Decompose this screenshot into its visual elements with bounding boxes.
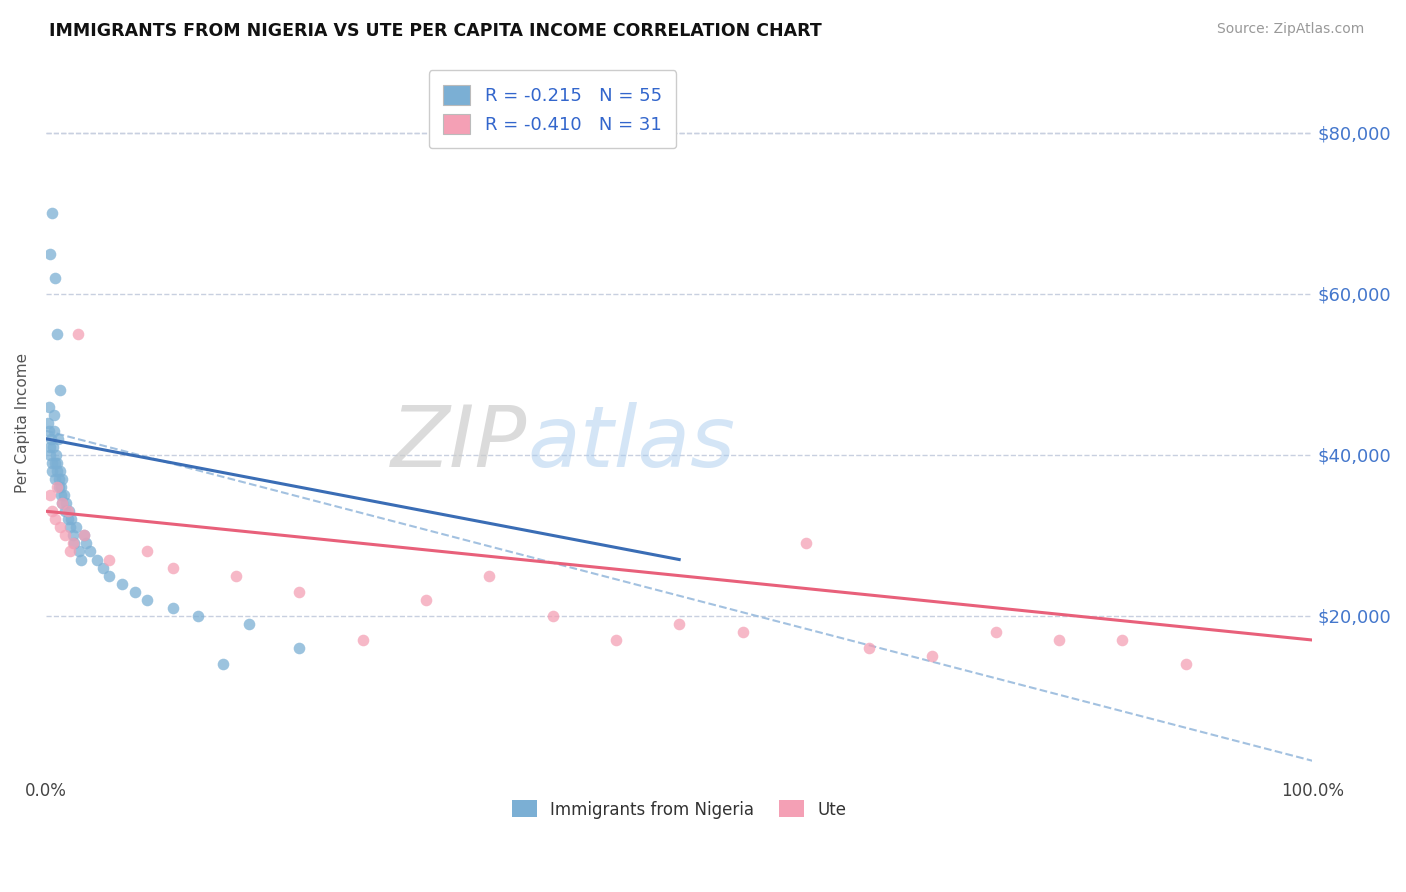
Point [187, 608, 209, 623]
Point [42, 440, 65, 454]
Point [44, 512, 66, 526]
Point [1047, 633, 1070, 648]
Point [73, 528, 96, 542]
Point [66, 327, 89, 342]
Point [415, 592, 437, 607]
Point [46, 432, 69, 446]
Point [91, 560, 114, 574]
Point [44, 270, 66, 285]
Text: atlas: atlas [527, 402, 735, 485]
Point [288, 584, 311, 599]
Point [41, 464, 63, 478]
Text: IMMIGRANTS FROM NIGERIA VS UTE PER CAPITA INCOME CORRELATION CHART: IMMIGRANTS FROM NIGERIA VS UTE PER CAPIT… [49, 22, 823, 40]
Point [38, 440, 60, 454]
Point [46, 480, 69, 494]
Point [49, 464, 72, 478]
Point [49, 488, 72, 502]
Point [53, 504, 76, 518]
Point [921, 649, 943, 664]
Point [56, 512, 79, 526]
Point [37, 416, 59, 430]
Point [212, 657, 235, 672]
Text: Source: ZipAtlas.com: Source: ZipAtlas.com [1216, 22, 1364, 37]
Point [51, 496, 73, 510]
Point [60, 512, 83, 526]
Point [76, 536, 98, 550]
Point [238, 616, 260, 631]
Point [48, 472, 70, 486]
Point [39, 432, 62, 446]
Point [46, 456, 69, 470]
Point [136, 544, 159, 558]
Point [38, 246, 60, 260]
Point [73, 528, 96, 542]
Point [41, 456, 63, 470]
Point [136, 592, 159, 607]
Point [44, 424, 66, 438]
Point [51, 472, 73, 486]
Point [59, 544, 82, 558]
Point [49, 520, 72, 534]
Point [44, 456, 66, 470]
Point [41, 504, 63, 518]
Point [65, 520, 87, 534]
Point [162, 560, 184, 574]
Point [352, 633, 374, 648]
Point [45, 448, 67, 462]
Point [38, 400, 60, 414]
Point [731, 624, 754, 639]
Point [162, 600, 184, 615]
Point [984, 624, 1007, 639]
Point [46, 327, 69, 342]
Point [541, 608, 564, 623]
Point [124, 584, 146, 599]
Point [49, 384, 72, 398]
Point [48, 480, 70, 494]
Point [98, 568, 121, 582]
Point [44, 472, 66, 486]
Point [38, 488, 60, 502]
Point [62, 536, 84, 550]
Point [67, 544, 90, 558]
Point [98, 552, 121, 566]
Point [668, 616, 690, 631]
Point [59, 520, 82, 534]
Point [62, 528, 84, 542]
Point [605, 633, 627, 648]
Point [63, 536, 86, 550]
Point [794, 536, 817, 550]
Y-axis label: Per Capita Income: Per Capita Income [15, 352, 30, 492]
Point [1111, 633, 1133, 648]
Point [86, 552, 108, 566]
Point [41, 206, 63, 220]
Point [111, 576, 134, 591]
Point [288, 641, 311, 656]
Point [37, 424, 59, 438]
Point [39, 448, 62, 462]
Point [1174, 657, 1197, 672]
Point [52, 488, 75, 502]
Text: ZIP: ZIP [391, 402, 527, 485]
Point [53, 528, 76, 542]
Point [478, 568, 501, 582]
Point [51, 496, 73, 510]
Point [42, 408, 65, 422]
Point [45, 464, 67, 478]
Legend: Immigrants from Nigeria, Ute: Immigrants from Nigeria, Ute [505, 794, 853, 825]
Point [58, 504, 80, 518]
Point [858, 641, 880, 656]
Point [55, 496, 77, 510]
Point [79, 544, 101, 558]
Point [56, 504, 79, 518]
Point [70, 552, 93, 566]
Point [51, 480, 73, 494]
Point [225, 568, 247, 582]
